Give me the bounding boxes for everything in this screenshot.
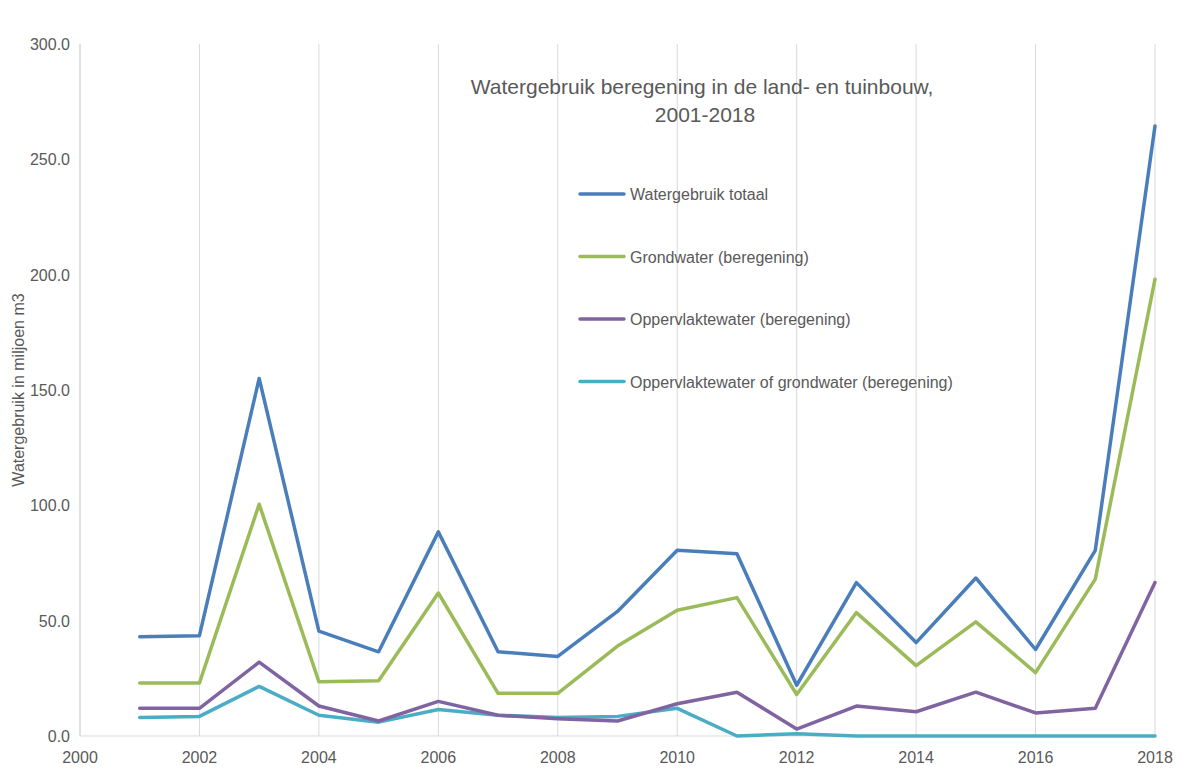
chart: 2000 2002 2004 2006 2008 2010 2012 2014 2016 2018… — [0, 0, 1200, 784]
x-grid-line — [1035, 44, 1036, 736]
legend-swatch — [580, 380, 624, 384]
x-tick-label: 2010 — [659, 749, 695, 766]
legend-label: Watergebruik totaal — [630, 186, 768, 203]
title: Watergebruik beregening in de land- en t… — [471, 75, 940, 126]
x-tick-label: 2004 — [301, 749, 337, 766]
x-tick-label: 2000 — [62, 749, 98, 766]
x-tick-label: 2012 — [779, 749, 815, 766]
background — [0, 0, 1200, 784]
y-tick — [75, 620, 80, 621]
legend-label: Grondwater (beregening) — [630, 249, 809, 266]
y-tick — [75, 505, 80, 506]
x-grid-line — [438, 44, 439, 736]
y-tick-label: 250.0 — [30, 151, 70, 168]
y-tick — [75, 736, 80, 737]
x-grid-line — [557, 44, 558, 736]
plot-area — [140, 126, 1155, 736]
legend-label: Oppervlaktewater (beregening) — [630, 311, 851, 328]
y-axis-label: Watergebruik in miljoen m3 — [10, 293, 27, 486]
legend-swatch — [580, 255, 624, 259]
x-tick-label: 2008 — [540, 749, 576, 766]
x-tick-label: 2006 — [421, 749, 457, 766]
legend-label: Oppervlaktewater of grondwater (beregeni… — [630, 374, 953, 391]
y-tick — [75, 44, 80, 45]
y-tick-label: 150.0 — [30, 382, 70, 399]
y-tick-label: 200.0 — [30, 267, 70, 284]
y-tick-label: 0.0 — [48, 728, 70, 745]
y-tick — [75, 390, 80, 391]
y-tick-label: 300.0 — [30, 36, 70, 53]
x-grid-line — [80, 44, 81, 736]
x-tick-label: 2014 — [898, 749, 934, 766]
y-tick-label: 100.0 — [30, 497, 70, 514]
y-axis-line — [79, 44, 80, 736]
legend-swatch — [580, 192, 624, 196]
x-grid-line — [1155, 44, 1156, 736]
x-tick-label: 2002 — [182, 749, 218, 766]
y-tick — [75, 159, 80, 160]
series-line — [140, 279, 1155, 694]
x-tick-label: 2016 — [1018, 749, 1054, 766]
series-line — [140, 126, 1155, 685]
x-tick-label: 2018 — [1137, 749, 1173, 766]
y-tick — [75, 274, 80, 275]
legend-swatch — [580, 317, 624, 321]
y-tick-label: 50.0 — [39, 613, 70, 630]
